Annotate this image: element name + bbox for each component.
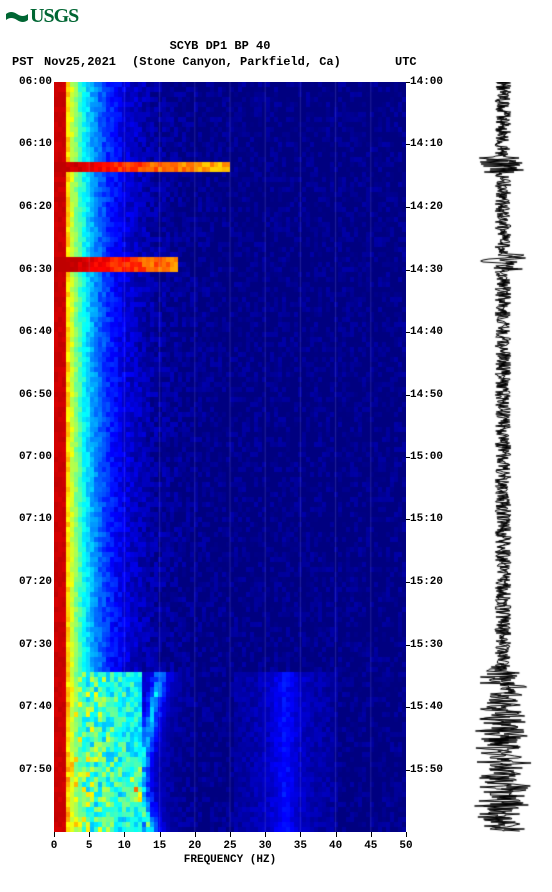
y-left-tick: 06:10 <box>8 138 52 150</box>
y-right-tick: 14:30 <box>410 264 454 276</box>
y-left-tick: 06:50 <box>8 389 52 401</box>
title-line1: SCYB DP1 BP 40 <box>10 38 430 55</box>
x-tick: 50 <box>399 840 412 852</box>
logo-text: USGS <box>30 5 78 28</box>
x-tick: 35 <box>294 840 307 852</box>
header-block: SCYB DP1 BP 40 <box>0 38 552 55</box>
y-left-tick: 07:20 <box>8 576 52 588</box>
x-tick: 15 <box>153 840 166 852</box>
y-right-tick: 15:10 <box>410 513 454 525</box>
y-right-tick: 15:30 <box>410 639 454 651</box>
y-right-tick: 15:20 <box>410 576 454 588</box>
y-right-tick: 14:20 <box>410 201 454 213</box>
station-label: (Stone Canyon, Parkfield, Ca) <box>132 55 341 69</box>
y-right-tick: 14:00 <box>410 76 454 88</box>
y-left-tick: 07:30 <box>8 639 52 651</box>
usgs-logo: USGS <box>6 5 78 28</box>
y-right-tick: 14:10 <box>410 138 454 150</box>
x-tick: 0 <box>51 840 58 852</box>
x-axis: FREQUENCY (HZ) 05101520253035404550 <box>54 832 406 872</box>
date-label: Nov25,2021 <box>44 55 116 69</box>
y-axis-left: 06:0006:1006:2006:3006:4006:5007:0007:10… <box>8 82 52 832</box>
x-axis-label: FREQUENCY (HZ) <box>54 854 406 866</box>
seismogram-trace <box>468 82 538 832</box>
y-left-tick: 07:10 <box>8 513 52 525</box>
x-tick: 30 <box>259 840 272 852</box>
y-axis-right: 14:0014:1014:2014:3014:4014:5015:0015:10… <box>410 82 454 832</box>
spectrogram-plot <box>54 82 406 832</box>
y-right-tick: 15:50 <box>410 764 454 776</box>
x-tick: 10 <box>118 840 131 852</box>
x-tick: 25 <box>223 840 236 852</box>
y-left-tick: 07:00 <box>8 451 52 463</box>
tz-right-label: UTC <box>395 55 417 69</box>
tz-left-label: PST <box>12 55 34 69</box>
x-tick: 5 <box>86 840 93 852</box>
y-left-tick: 06:20 <box>8 201 52 213</box>
y-left-tick: 06:30 <box>8 264 52 276</box>
y-left-tick: 07:50 <box>8 764 52 776</box>
y-right-tick: 15:40 <box>410 701 454 713</box>
y-left-tick: 07:40 <box>8 701 52 713</box>
y-right-tick: 14:40 <box>410 326 454 338</box>
y-right-tick: 15:00 <box>410 451 454 463</box>
x-tick: 40 <box>329 840 342 852</box>
x-tick: 20 <box>188 840 201 852</box>
x-tick: 45 <box>364 840 377 852</box>
y-left-tick: 06:00 <box>8 76 52 88</box>
y-left-tick: 06:40 <box>8 326 52 338</box>
y-right-tick: 14:50 <box>410 389 454 401</box>
